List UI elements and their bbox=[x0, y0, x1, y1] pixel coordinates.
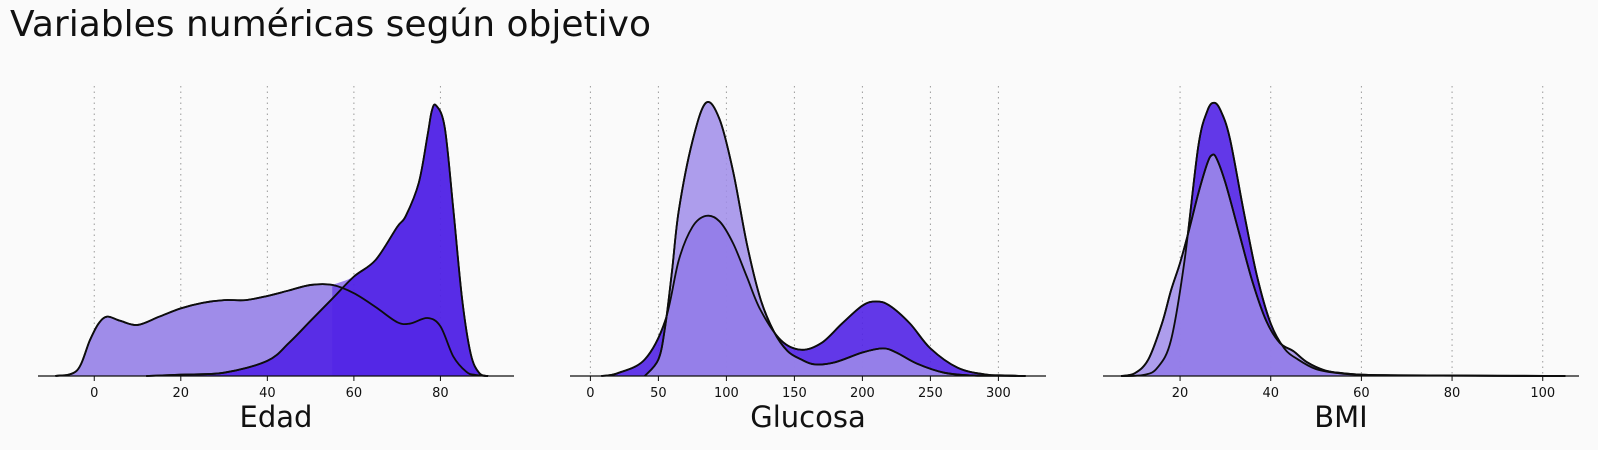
density-outline-1 bbox=[644, 101, 1026, 377]
chart-panel-glucosa: 0 50 100 150 200 250 300 Glucosa bbox=[570, 86, 1046, 434]
x-tick-label-5: 250 bbox=[918, 386, 943, 401]
x-tick-label-3: 60 bbox=[346, 386, 363, 401]
chart-panel-bmi: 20 40 60 80 100 BMI bbox=[1103, 86, 1579, 434]
x-axis-label: Glucosa bbox=[750, 400, 865, 434]
x-tick-label-0: 0 bbox=[90, 386, 98, 401]
x-tick-label-2: 100 bbox=[714, 386, 739, 401]
chart-panel-edad: 0 20 40 60 80 Edad bbox=[38, 86, 514, 434]
x-tick-label-1: 20 bbox=[173, 386, 190, 401]
x-axis-label: BMI bbox=[1314, 400, 1367, 434]
x-tick-label-1: 50 bbox=[650, 386, 667, 401]
density-area-1 bbox=[1121, 154, 1566, 376]
density-area-1 bbox=[644, 101, 1026, 376]
x-tick-label-4: 200 bbox=[850, 386, 875, 401]
x-axis-label: Edad bbox=[240, 400, 313, 434]
x-tick-label-0: 20 bbox=[1172, 386, 1189, 401]
x-tick-label-4: 80 bbox=[432, 386, 449, 401]
x-tick-label-2: 40 bbox=[259, 386, 276, 401]
density-outline-1 bbox=[146, 103, 489, 377]
density-area-highlight-1 bbox=[332, 104, 489, 376]
x-tick-label-6: 300 bbox=[986, 386, 1011, 401]
x-tick-label-3: 150 bbox=[782, 386, 807, 401]
density-outline-0 bbox=[55, 283, 489, 377]
x-tick-label-2: 60 bbox=[1353, 386, 1370, 401]
x-tick-label-0: 0 bbox=[586, 386, 594, 401]
density-outline-0 bbox=[601, 214, 1026, 377]
density-outline-1 bbox=[1120, 153, 1566, 377]
page-title: Variables numéricas según objetivo bbox=[10, 4, 651, 45]
x-tick-label-1: 40 bbox=[1262, 386, 1279, 401]
x-tick-label-4: 100 bbox=[1530, 386, 1555, 401]
x-tick-label-3: 80 bbox=[1444, 386, 1461, 401]
